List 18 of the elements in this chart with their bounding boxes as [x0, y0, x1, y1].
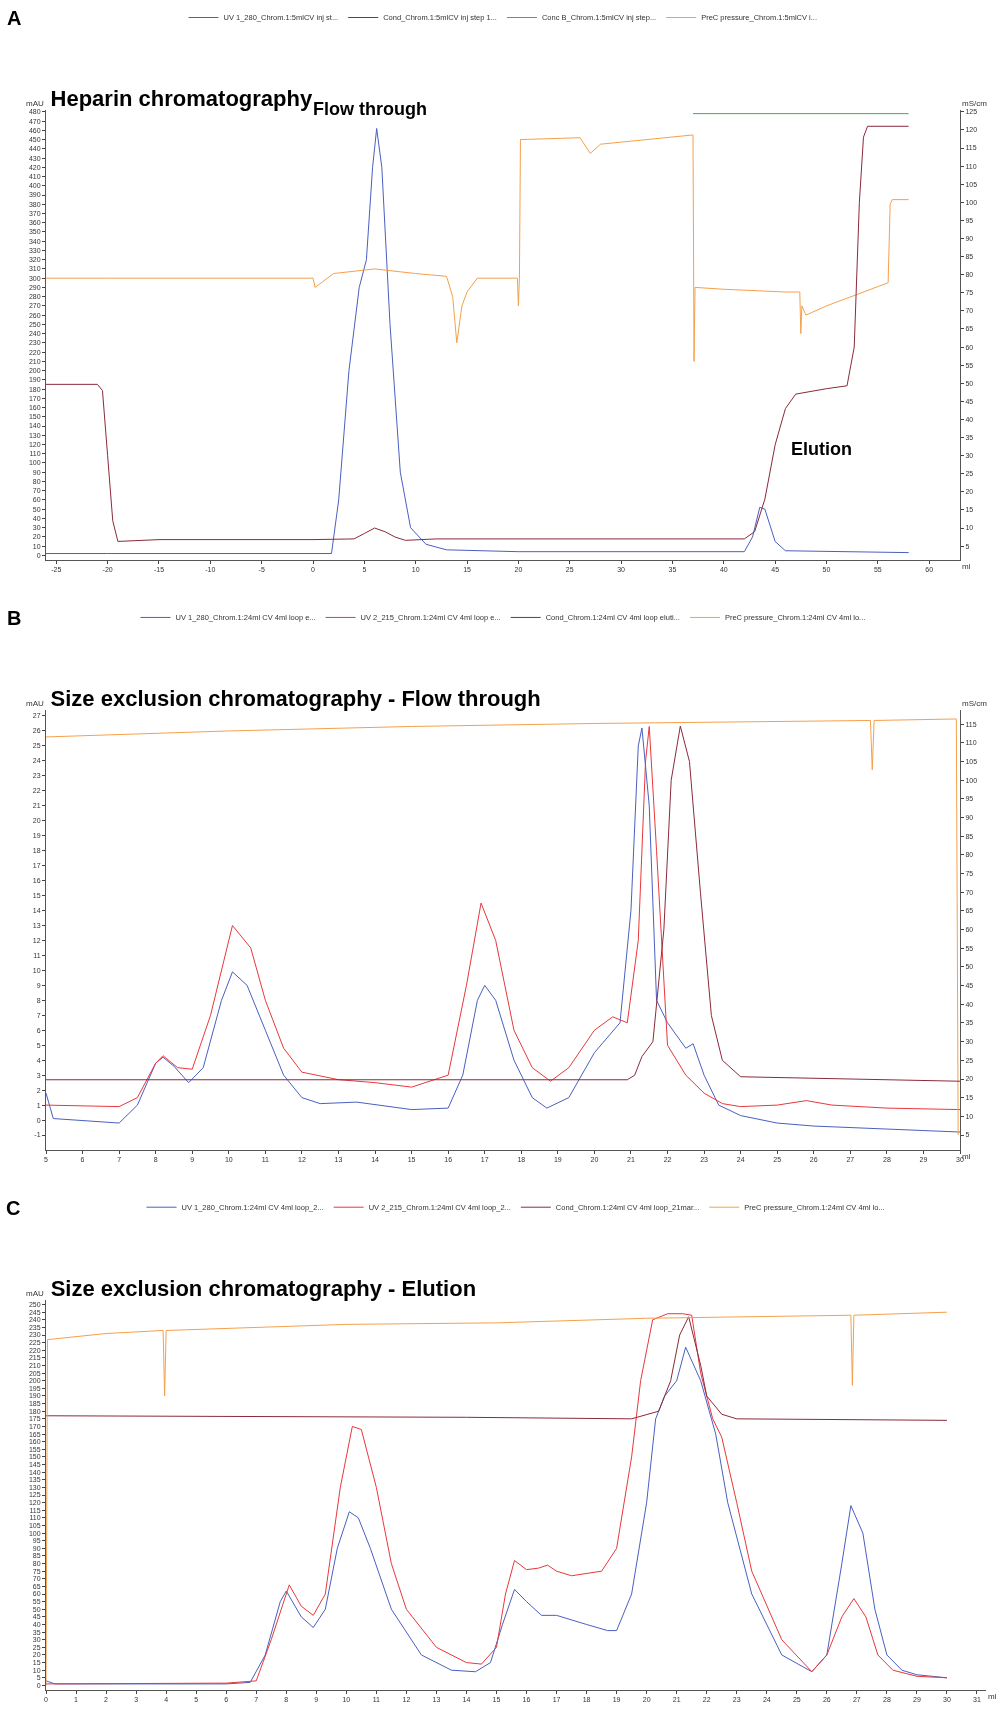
chart-title: Heparin chromatography: [50, 86, 313, 111]
y-axis-title: mAU: [26, 99, 44, 108]
y2-axis-title: mS/cm: [962, 99, 988, 108]
annotation: Flow through: [313, 99, 427, 119]
line-series: [46, 1316, 948, 1421]
line-series: [46, 134, 910, 362]
y2-axis-title: mS/cm: [962, 699, 988, 708]
y-axis-title: mAU: [26, 699, 44, 708]
annotation: Elution: [791, 439, 852, 459]
x-axis-title: ml: [988, 1692, 997, 1701]
chart-title: Size exclusion chromatography - Elution: [50, 1276, 477, 1301]
text: C: [6, 1197, 21, 1219]
text: A: [7, 7, 22, 29]
text: B: [7, 607, 22, 629]
chart-title: Size exclusion chromatography - Flow through: [50, 686, 541, 711]
y-axis-title: mAU: [26, 1289, 44, 1298]
x-axis-title: ml: [962, 562, 971, 571]
x-axis-title: ml: [962, 1152, 971, 1161]
